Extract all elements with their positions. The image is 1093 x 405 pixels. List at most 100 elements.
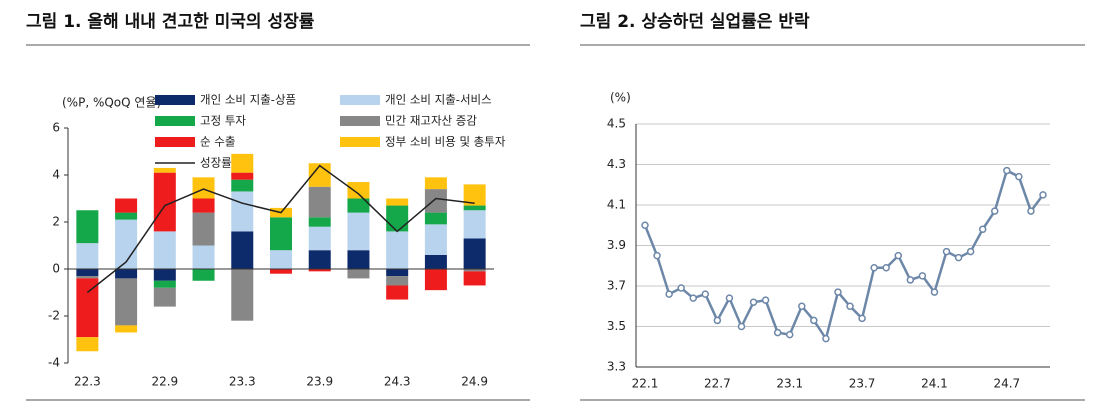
bar-segment [153, 287, 176, 307]
data-point [966, 247, 975, 256]
bar-segment [270, 217, 292, 251]
legend-label: 민간 재고자산 증감 [385, 114, 477, 128]
bar-segment [153, 231, 176, 269]
bar-segment [76, 243, 99, 269]
data-point [785, 330, 794, 339]
bar-segment [153, 172, 176, 232]
legend-label: 정부 소비 비용 및 총투자 [385, 135, 506, 149]
data-point [834, 288, 842, 296]
y-tick-label: 4.1 [607, 198, 626, 212]
legend-label: 순 수출 [200, 135, 235, 149]
bar-segment [115, 212, 138, 220]
chart-title: 그림 1. 올해 내내 견고한 미국의 성장률 [26, 12, 315, 32]
bar-segment [308, 250, 331, 269]
legend-label: 개인 소비 지출-서비스 [385, 93, 492, 107]
y-axis-label: (%) [610, 91, 631, 105]
bar-segment [115, 325, 138, 333]
data-point [1015, 172, 1023, 181]
bar-segment [424, 269, 447, 291]
legend-swatch [340, 116, 380, 126]
bar-segment [424, 224, 447, 255]
series-line [643, 168, 1045, 342]
data-point [1027, 207, 1035, 215]
data-point [725, 294, 734, 302]
growth-line [86, 164, 475, 294]
legend-swatch [340, 137, 380, 147]
bar-segment [231, 191, 254, 232]
x-tick-label: 24.1 [921, 377, 948, 391]
bar-segment [76, 278, 99, 338]
bar-segment [115, 269, 138, 279]
data-point [942, 247, 951, 256]
bar-segment [231, 172, 254, 180]
legend-swatch [340, 95, 380, 105]
data-point [906, 276, 915, 284]
y-tick-label: 6 [52, 121, 60, 135]
bar-segment [424, 189, 447, 213]
bar-segment [386, 285, 409, 300]
bar-segment [76, 210, 99, 244]
data-point [701, 290, 710, 298]
bar-segment [308, 186, 331, 218]
bar-segment [424, 254, 447, 269]
bar-segment [463, 210, 486, 239]
data-point [665, 290, 673, 298]
x-tick-label: 23.9 [306, 375, 333, 389]
data-point [810, 316, 818, 325]
data-point [641, 221, 649, 229]
bar-segment [308, 217, 331, 227]
bar-segment [347, 269, 370, 279]
data-point [978, 225, 987, 234]
y-tick-label: 3.3 [607, 360, 626, 374]
bar-segment [386, 231, 409, 269]
data-point [1039, 191, 1047, 199]
bar-segment [424, 212, 447, 225]
data-point [918, 272, 927, 280]
data-point [858, 314, 866, 323]
y-axis-label: (%P, %QoQ 연율) [62, 96, 161, 110]
data-point [1003, 166, 1011, 175]
legend-label: 개인 소비 지출-상품 [200, 93, 296, 107]
data-point [930, 288, 939, 296]
legend-swatch [155, 116, 195, 126]
bar-segment [76, 269, 99, 277]
bar-segment [153, 167, 176, 173]
bar-segment [76, 337, 99, 352]
bar-segment [347, 182, 370, 199]
x-tick-label: 23.7 [849, 377, 876, 391]
x-tick-label: 22.3 [74, 375, 101, 389]
y-tick-label: 4 [52, 168, 60, 182]
y-tick-label: 3.5 [607, 319, 626, 333]
data-point [749, 298, 758, 306]
bar-segment [192, 245, 215, 269]
bar-segment [76, 276, 99, 279]
data-point [761, 296, 770, 304]
bar-segment [270, 250, 292, 269]
data-point [882, 264, 890, 272]
data-point [894, 251, 903, 260]
data-point [737, 322, 746, 331]
x-tick-label: 22.7 [704, 377, 731, 391]
y-tick-label: -4 [48, 356, 60, 370]
y-tick-label: 3.9 [607, 238, 626, 252]
data-point [870, 264, 878, 272]
bar-segment [424, 177, 447, 190]
x-tick-label: 23.1 [776, 377, 803, 391]
data-point [653, 251, 661, 260]
bar-segment [192, 269, 215, 281]
bar-segment [463, 269, 486, 272]
data-point [798, 302, 806, 310]
bar-segment [308, 226, 331, 251]
data-point [689, 294, 697, 302]
x-tick-label: 23.3 [229, 375, 256, 389]
bar-segment [192, 198, 215, 213]
bar-segment [386, 276, 409, 286]
y-tick-label: 0 [52, 262, 60, 276]
data-point [822, 334, 830, 343]
bar-segment [115, 198, 138, 213]
bar-segment [192, 177, 215, 199]
bar-segment [386, 205, 409, 232]
data-point [846, 302, 854, 310]
